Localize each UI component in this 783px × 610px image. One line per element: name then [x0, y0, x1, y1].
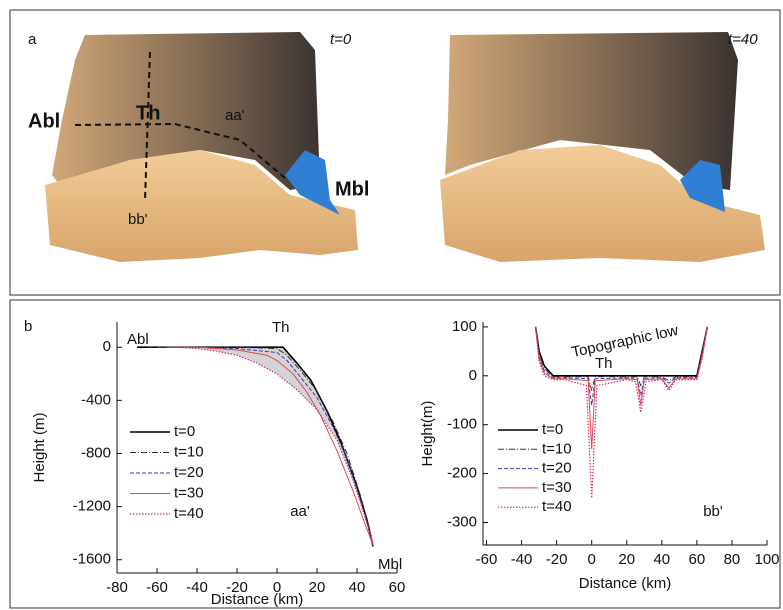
line-series	[535, 326, 708, 391]
legend-label: t=40	[542, 498, 572, 515]
y-tick-label: -400	[81, 391, 111, 408]
line-series	[157, 346, 374, 546]
panel-a-frame	[9, 9, 781, 296]
x-tick-label: 40	[349, 579, 366, 596]
x-tick-label: -20	[546, 551, 568, 568]
legend-label: t=10	[174, 443, 204, 460]
y-tick-label: -200	[447, 465, 477, 482]
line-series	[535, 326, 708, 450]
map-label: bb'	[128, 211, 148, 228]
legend-label: t=20	[174, 464, 204, 481]
y-tick-label: -300	[447, 513, 477, 530]
terrain-right	[440, 32, 765, 262]
x-tick-label: -40	[511, 551, 533, 568]
terrain-left	[45, 32, 358, 262]
annotation: bb'	[703, 503, 723, 520]
x-tick-label: 0	[588, 551, 596, 568]
line-series	[167, 346, 374, 546]
x-tick-label: 40	[653, 551, 670, 568]
line-series	[535, 326, 708, 406]
annotation: Th	[595, 355, 613, 372]
legend-label: t=40	[174, 505, 204, 522]
legend-label: t=0	[174, 423, 195, 440]
change-shading	[137, 347, 373, 547]
map-label: Mbl	[335, 178, 369, 200]
y-tick-label: -800	[81, 444, 111, 461]
x-axis-label: Distance (km)	[211, 591, 304, 608]
annotation: Topographic low	[570, 322, 680, 361]
y-axis-label: Height(m)	[419, 401, 436, 467]
annotation: Abl	[127, 331, 149, 348]
y-tick-label: -1200	[73, 498, 111, 515]
section-line	[74, 122, 286, 179]
legend-label: t=10	[542, 440, 572, 457]
x-tick-label: 100	[754, 551, 779, 568]
y-tick-label: 0	[469, 367, 477, 384]
y-tick-label: -1600	[73, 551, 111, 568]
map-label: Th	[136, 102, 160, 124]
annotation: Th	[272, 319, 290, 336]
x-axis-label: Distance (km)	[579, 575, 672, 592]
y-tick-label: 100	[452, 318, 477, 335]
time-label: t=0	[330, 31, 352, 48]
panel-label: b	[24, 318, 32, 335]
x-tick-label: -80	[106, 579, 128, 596]
panel-label: a	[28, 31, 37, 48]
x-tick-label: 20	[618, 551, 635, 568]
y-axis-label: Height (m)	[31, 412, 48, 482]
x-tick-label: 60	[389, 579, 406, 596]
line-series	[176, 346, 374, 544]
section-line	[144, 51, 151, 201]
x-tick-label: 80	[724, 551, 741, 568]
map-label: aa'	[225, 107, 245, 124]
line-series	[534, 326, 708, 499]
y-tick-label: 0	[103, 338, 111, 355]
legend-label: t=30	[174, 484, 204, 501]
annotation: aa'	[290, 503, 310, 520]
line-series	[137, 346, 374, 547]
x-tick-label: -60	[146, 579, 168, 596]
map-label: Abl	[28, 110, 60, 132]
x-tick-label: -20	[226, 579, 248, 596]
line-series	[147, 346, 374, 546]
x-tick-label: 60	[689, 551, 706, 568]
time-label: t=40	[728, 31, 758, 48]
x-tick-label: 0	[273, 579, 281, 596]
x-tick-label: 20	[309, 579, 326, 596]
panel-b-frame	[9, 299, 781, 609]
x-tick-label: -60	[476, 551, 498, 568]
legend-label: t=20	[542, 460, 572, 477]
x-tick-label: -40	[186, 579, 208, 596]
annotation: Mbl	[378, 556, 402, 573]
legend-label: t=30	[542, 479, 572, 496]
legend-label: t=0	[542, 421, 563, 438]
y-tick-label: -100	[447, 416, 477, 433]
